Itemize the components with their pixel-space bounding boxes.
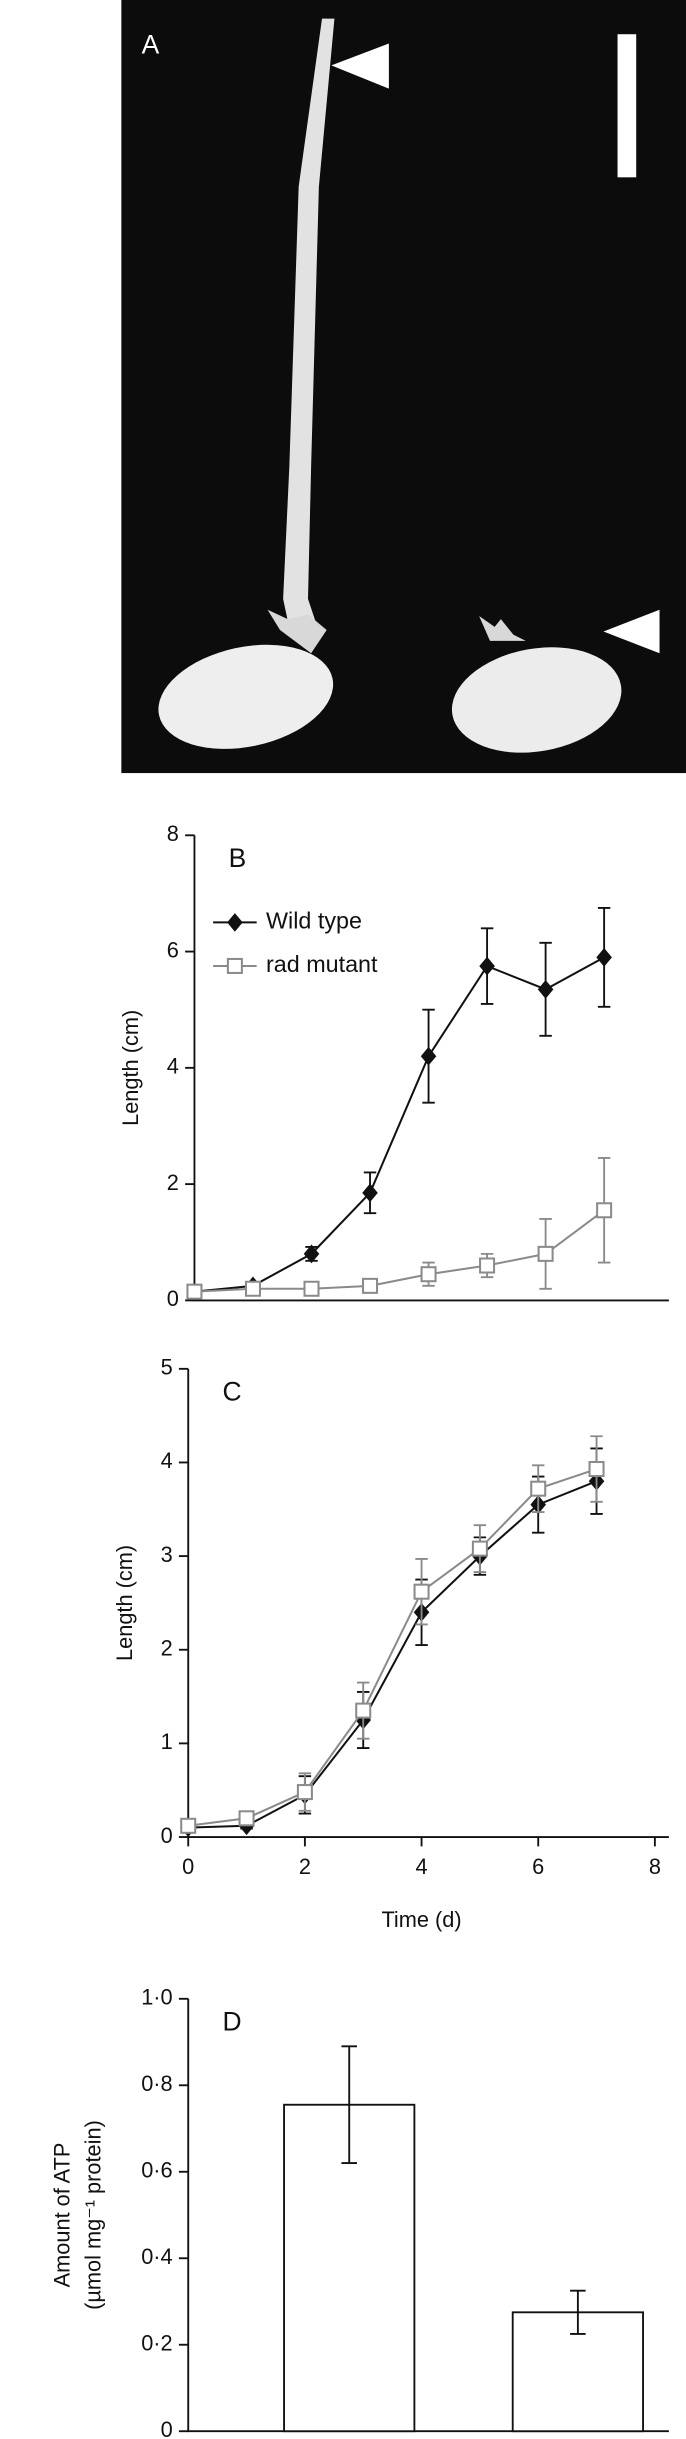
marker [362, 1277, 379, 1294]
x-tick-label: 6 [532, 1854, 544, 1879]
panel-label: B [229, 843, 247, 873]
x-tick-label: 2 [299, 1854, 311, 1879]
legend-label: Wild type [266, 908, 362, 934]
y-axis-label: Length (cm) [112, 1545, 137, 1661]
x-tick-label: 0 [182, 1854, 194, 1879]
marker [420, 1266, 437, 1283]
line [188, 1480, 597, 1829]
marker [413, 1583, 430, 1600]
error-bar [341, 2045, 357, 2165]
y-tick-label: 0·4 [141, 2244, 172, 2269]
marker [303, 1244, 320, 1264]
y-axis-label: Length (cm) [118, 1010, 143, 1126]
marker [355, 1702, 372, 1719]
y-tick-label: 4 [167, 1054, 179, 1079]
marker [303, 1280, 320, 1297]
marker [180, 1817, 197, 1834]
y-tick-label: 1·0 [141, 1985, 172, 2010]
legend-marker [227, 913, 243, 932]
line [188, 1468, 597, 1827]
marker [471, 1540, 488, 1557]
marker [296, 1784, 313, 1801]
marker [244, 1280, 261, 1297]
legend-label: rad mutant [266, 951, 378, 977]
line [194, 956, 605, 1293]
marker [186, 1283, 203, 1300]
y-tick-label: 0·8 [141, 2071, 172, 2096]
marker [479, 956, 495, 976]
marker [238, 1810, 255, 1827]
line [194, 1209, 605, 1293]
y-tick-label: 8 [167, 821, 179, 846]
y-tick-label: 0 [161, 2417, 173, 2439]
y-tick-label: 0 [161, 1823, 173, 1848]
panel-label: D [222, 2007, 241, 2037]
panel-label: C [222, 1377, 241, 1407]
marker [479, 1257, 496, 1274]
y-tick-label: 2 [161, 1635, 173, 1660]
y-tick-label: 0·2 [141, 2330, 172, 2355]
y-tick-label: 1 [161, 1729, 173, 1754]
y-tick-label: 6 [167, 937, 179, 962]
y-tick-label: 4 [161, 1448, 173, 1473]
y-tick-label: 5 [161, 1355, 173, 1380]
x-axis-label: Time (d) [381, 1907, 461, 1932]
marker [596, 1202, 613, 1219]
x-tick-label: 8 [649, 1854, 661, 1879]
photo: A [121, 0, 686, 774]
y-axis-label: Amount of ATP [50, 2143, 75, 2288]
marker [537, 1245, 554, 1262]
bar [511, 2311, 644, 2433]
legend-marker [226, 957, 243, 974]
marker [596, 948, 612, 967]
y-axis-label: (µmol mg⁻¹ protein) [81, 2120, 106, 2310]
panel-label: A [142, 30, 160, 60]
y-tick-label: 0 [167, 1286, 179, 1311]
marker [537, 980, 554, 999]
marker [420, 1046, 437, 1066]
x-tick-label: 4 [415, 1854, 427, 1879]
error-bar [570, 2289, 586, 2335]
y-tick-label: 3 [161, 1542, 173, 1567]
axes [193, 835, 669, 1302]
marker [530, 1480, 547, 1497]
y-tick-label: 2 [167, 1170, 179, 1195]
y-tick-label: 0·6 [141, 2158, 172, 2183]
marker [588, 1461, 605, 1478]
